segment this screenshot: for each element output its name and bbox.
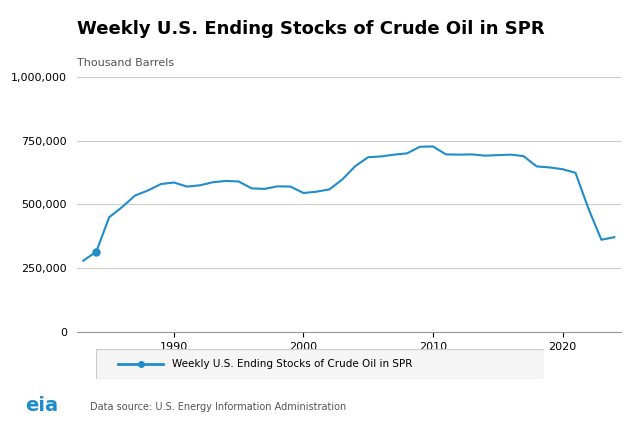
Text: Weekly U.S. Ending Stocks of Crude Oil in SPR: Weekly U.S. Ending Stocks of Crude Oil i… [172,359,413,369]
FancyBboxPatch shape [96,349,544,379]
Text: Data source: U.S. Energy Information Administration: Data source: U.S. Energy Information Adm… [90,403,346,412]
Text: Weekly U.S. Ending Stocks of Crude Oil in SPR: Weekly U.S. Ending Stocks of Crude Oil i… [77,20,545,38]
Text: Thousand Barrels: Thousand Barrels [77,58,174,68]
Text: eia: eia [26,396,59,415]
